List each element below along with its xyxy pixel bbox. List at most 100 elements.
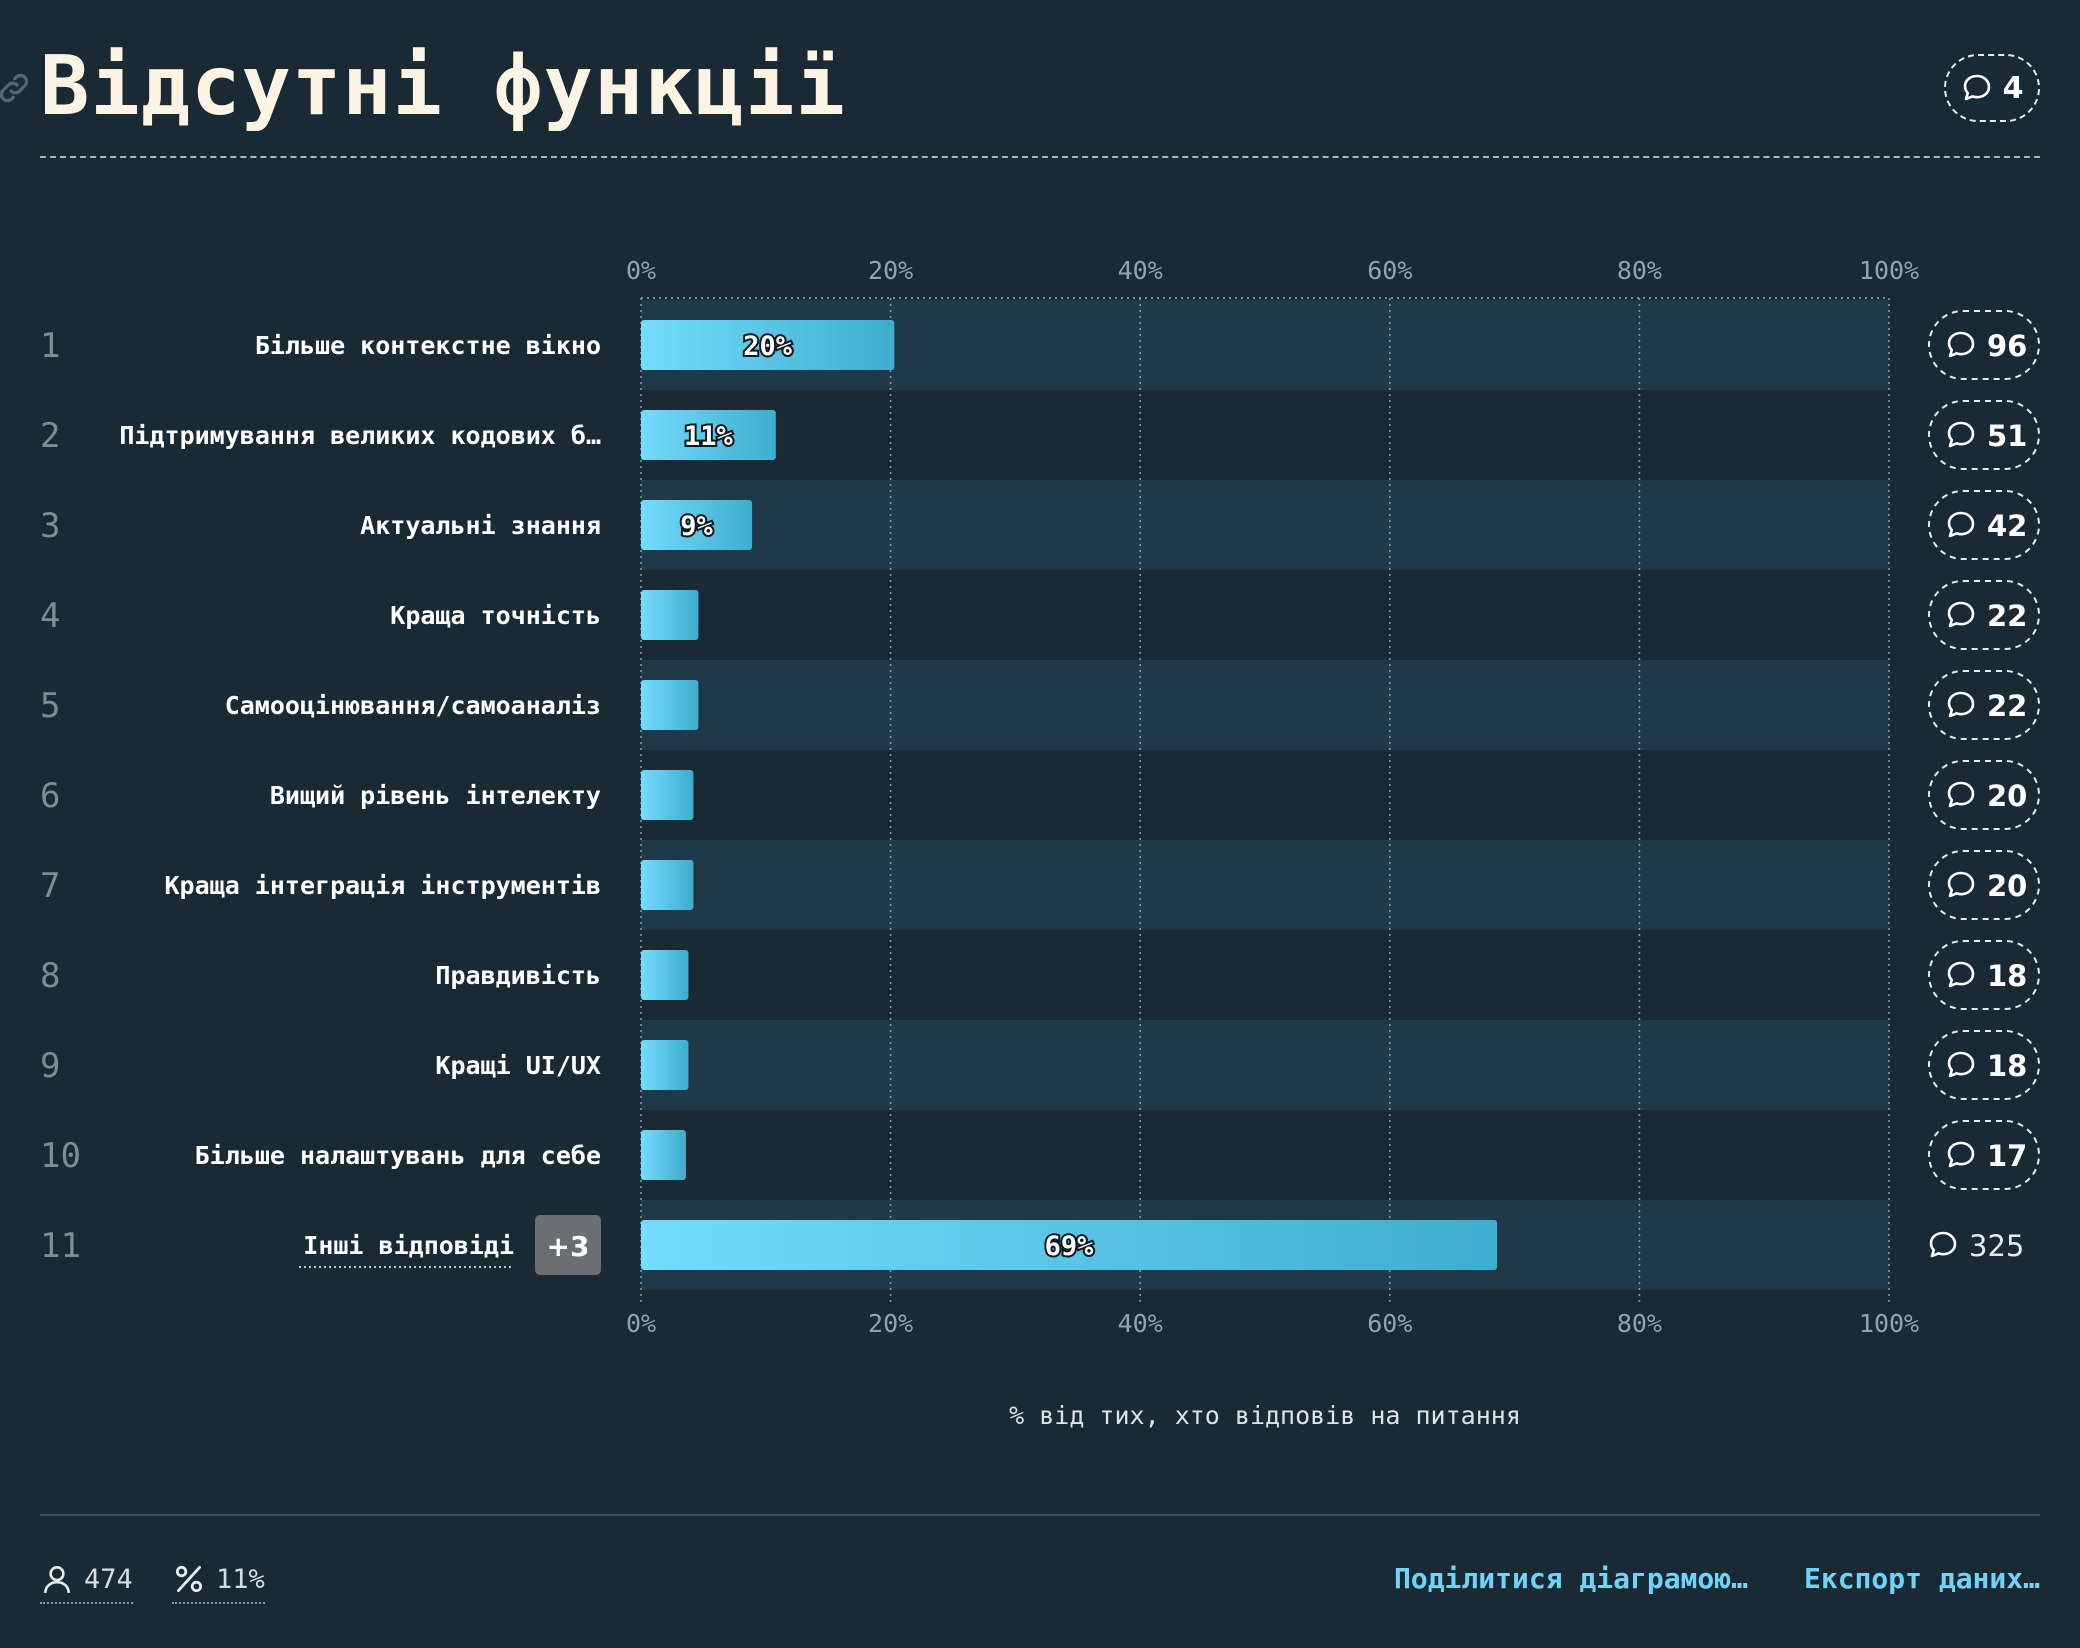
bar[interactable]	[641, 860, 694, 910]
rank-number: 11	[40, 1226, 81, 1266]
comment-bubble-icon	[1947, 781, 1975, 808]
rank-number: 2	[40, 416, 60, 456]
rank-number: 1	[40, 326, 60, 366]
row-stripe	[641, 840, 1889, 930]
comment-count: 22	[1987, 689, 2027, 723]
comments-pill[interactable]	[1928, 670, 2040, 740]
category-label: Підтримування великих кодових б…	[119, 421, 601, 450]
x-tick-label-top: 60%	[1367, 256, 1412, 285]
comment-bubble-icon	[1947, 331, 1975, 358]
category-label: Більше налаштувань для себе	[195, 1141, 601, 1170]
bar[interactable]	[641, 1220, 1498, 1270]
rank-number: 5	[40, 686, 60, 726]
x-tick-label-bottom: 40%	[1118, 1309, 1163, 1338]
bar[interactable]	[641, 500, 753, 550]
x-tick-label-bottom: 60%	[1367, 1309, 1412, 1338]
bar-chart: 0% 0% 20% 20% 40% 40% 60% 60% 80% 80% 100% 100% % ві…	[40, 256, 2040, 1430]
header-comment-count: 4	[2002, 70, 2024, 106]
comment-count: 18	[1987, 1049, 2027, 1083]
x-tick-label-top: 100%	[1859, 256, 1919, 285]
category-label: Більше контекстне вікно	[255, 331, 601, 360]
x-axis-label: % від тих, хто відповів на питання	[1009, 1401, 1521, 1430]
comments-pill[interactable]	[1928, 1120, 2040, 1190]
footer-divider	[40, 1514, 2040, 1516]
bar[interactable]	[641, 770, 694, 820]
percent-value: 11%	[216, 1563, 265, 1595]
rank-number: 9	[40, 1046, 60, 1086]
comment-count: 20	[1987, 869, 2027, 903]
comment-count: 22	[1987, 599, 2027, 633]
category-label: Самооцінювання/самоаналіз	[225, 691, 601, 720]
x-tick-label-top: 20%	[868, 256, 913, 285]
comment-bubble-icon	[1947, 511, 1975, 538]
footer: 474 11% Поділитися діаграмою… Експорт да…	[40, 1556, 2040, 1606]
rank-number: 7	[40, 866, 60, 906]
x-tick-label-top: 80%	[1617, 256, 1662, 285]
x-tick-label-bottom: 100%	[1859, 1309, 1919, 1338]
export-data-link[interactable]: Експорт даних…	[1803, 1562, 2040, 1595]
bar[interactable]	[641, 950, 689, 1000]
comments-pill[interactable]	[1928, 580, 2040, 650]
comments-pill[interactable]	[1928, 310, 2040, 380]
comment-bubble-icon	[1963, 74, 1990, 101]
header-comments-button[interactable]: 4	[1944, 54, 2040, 122]
comments-pill[interactable]	[1928, 850, 2040, 920]
bar[interactable]	[641, 590, 699, 640]
bar-value-label: 11%	[684, 421, 734, 452]
comments-pill[interactable]	[1928, 760, 2040, 830]
comments-pill[interactable]	[1928, 490, 2040, 560]
x-tick-label-top: 40%	[1118, 256, 1163, 285]
comments-pill[interactable]	[1928, 940, 2040, 1010]
bar[interactable]	[641, 1040, 689, 1090]
row-stripe	[641, 660, 1889, 750]
comment-bubble-icon	[1947, 961, 1975, 988]
bar[interactable]	[641, 320, 895, 370]
row-stripe	[641, 1020, 1889, 1110]
category-label: Кращі UI/UX	[435, 1051, 601, 1080]
rank-number: 4	[40, 596, 60, 636]
respondents-stat[interactable]: 474	[40, 1562, 133, 1604]
bar-value-label: 9%	[680, 511, 713, 542]
bar[interactable]	[641, 410, 776, 460]
category-label: Краща інтеграція інструментів	[165, 871, 602, 900]
more-answers-badge-label: +3	[547, 1230, 590, 1263]
bar-value-label: 20%	[743, 331, 793, 362]
x-tick-label-top: 0%	[626, 256, 656, 285]
category-label: Актуальні знання	[360, 511, 601, 540]
percent-stat[interactable]: 11%	[172, 1562, 265, 1604]
comment-bubble-icon	[1947, 601, 1975, 628]
comment-count: 96	[1987, 329, 2027, 363]
comment-bubble-icon	[1947, 421, 1975, 448]
category-label: Правдивість	[435, 961, 601, 990]
category-label: Краща точність	[390, 601, 601, 630]
user-icon	[44, 1566, 70, 1593]
bar[interactable]	[641, 1130, 686, 1180]
comment-count: 20	[1987, 779, 2027, 813]
more-answers-badge[interactable]	[535, 1215, 601, 1275]
bar[interactable]	[641, 680, 699, 730]
comments-pill[interactable]	[1928, 400, 2040, 470]
category-label: Вищий рівень інтелекту	[270, 781, 601, 810]
x-tick-label-bottom: 0%	[626, 1309, 656, 1338]
link-icon[interactable]	[0, 70, 32, 106]
rank-number: 6	[40, 776, 60, 816]
share-chart-link[interactable]: Поділитися діаграмою…	[1393, 1562, 1748, 1595]
rank-number: 3	[40, 506, 60, 546]
bar-value-label: 69%	[1045, 1231, 1095, 1262]
comment-bubble-icon[interactable]	[1929, 1231, 1957, 1258]
comment-count: 325	[1969, 1229, 2024, 1263]
comments-pill[interactable]	[1928, 1030, 2040, 1100]
rank-number: 10	[40, 1136, 81, 1176]
chart-header: Відсутні функції 4	[0, 36, 2040, 158]
comment-bubble-icon	[1947, 1051, 1975, 1078]
x-tick-label-bottom: 20%	[868, 1309, 913, 1338]
x-tick-label-bottom: 80%	[1617, 1309, 1662, 1338]
other-answers-label: Інші відповіді	[303, 1231, 514, 1260]
page-title: Відсутні функції	[40, 39, 846, 134]
comment-count: 17	[1987, 1139, 2027, 1173]
percent-icon	[175, 1565, 203, 1593]
comment-count: 42	[1987, 509, 2027, 543]
row-stripe	[641, 480, 1889, 570]
rank-number: 8	[40, 956, 60, 996]
comment-count: 18	[1987, 959, 2027, 993]
